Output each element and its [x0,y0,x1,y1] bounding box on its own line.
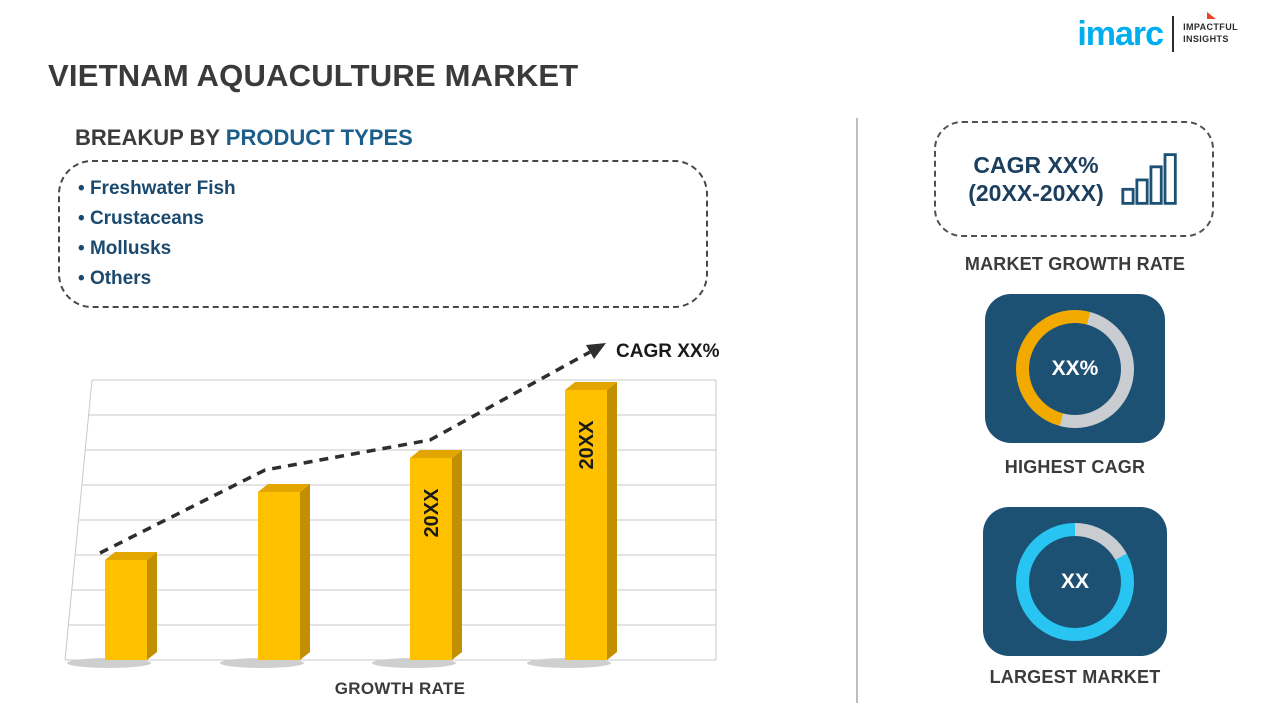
vertical-divider [856,118,858,703]
cagr-box-text: CAGR XX% (20XX-20XX) [968,151,1104,207]
highest-cagr-value: XX% [1051,356,1099,380]
imarc-logo-flag-icon [1207,12,1216,19]
cagr-period: (20XX-20XX) [968,180,1104,206]
bar-chart-icon [1121,153,1177,205]
cagr-value: CAGR XX% [973,152,1099,178]
logo-tagline: IMPACTFUL INSIGHTS [1183,22,1238,45]
logo-divider [1172,16,1175,52]
bar-label: 20XX [576,420,598,470]
breakup-heading-prefix: BREAKUP BY [75,125,226,150]
highest-cagr-panel: XX% [985,294,1165,443]
product-type-item: Mollusks [78,234,688,264]
page-title: VIETNAM AQUACULTURE MARKET [48,58,579,93]
cagr-trend-label: CAGR XX% [616,341,720,362]
highest-cagr-caption: HIGHEST CAGR [1004,457,1146,477]
chart-x-axis-label: GROWTH RATE [334,679,466,698]
highest-cagr-donut: XX% [1016,309,1134,428]
product-type-item: Others [78,264,688,294]
largest-market-donut: XX [1016,522,1134,641]
largest-market-panel: XX [983,507,1167,656]
largest-market-caption: LARGEST MARKET [989,667,1161,687]
product-type-item: Freshwater Fish [78,174,688,204]
breakup-heading-highlight: PRODUCT TYPES [225,125,413,150]
breakup-heading: BREAKUP BY PRODUCT TYPES [75,125,413,151]
logo-tagline-line1: IMPACTFUL [1183,22,1238,33]
product-type-item: Crustaceans [78,204,688,234]
imarc-logo-text: imarc [1077,15,1164,53]
largest-market-value: XX [1060,569,1089,593]
bar-label: 20XX [421,488,443,538]
market-growth-rate-box: CAGR XX% (20XX-20XX) [934,121,1214,237]
logo-tagline-line2: INSIGHTS [1183,34,1229,44]
product-types-box: Freshwater Fish Crustaceans Mollusks Oth… [58,160,708,308]
market-growth-rate-caption: MARKET GROWTH RATE [964,254,1186,274]
product-types-list: Freshwater Fish Crustaceans Mollusks Oth… [78,174,688,294]
imarc-logo: imarc IMPACTFUL INSIGHTS [1077,12,1238,53]
growth-bar-chart: 20XX 20XX [64,343,717,668]
